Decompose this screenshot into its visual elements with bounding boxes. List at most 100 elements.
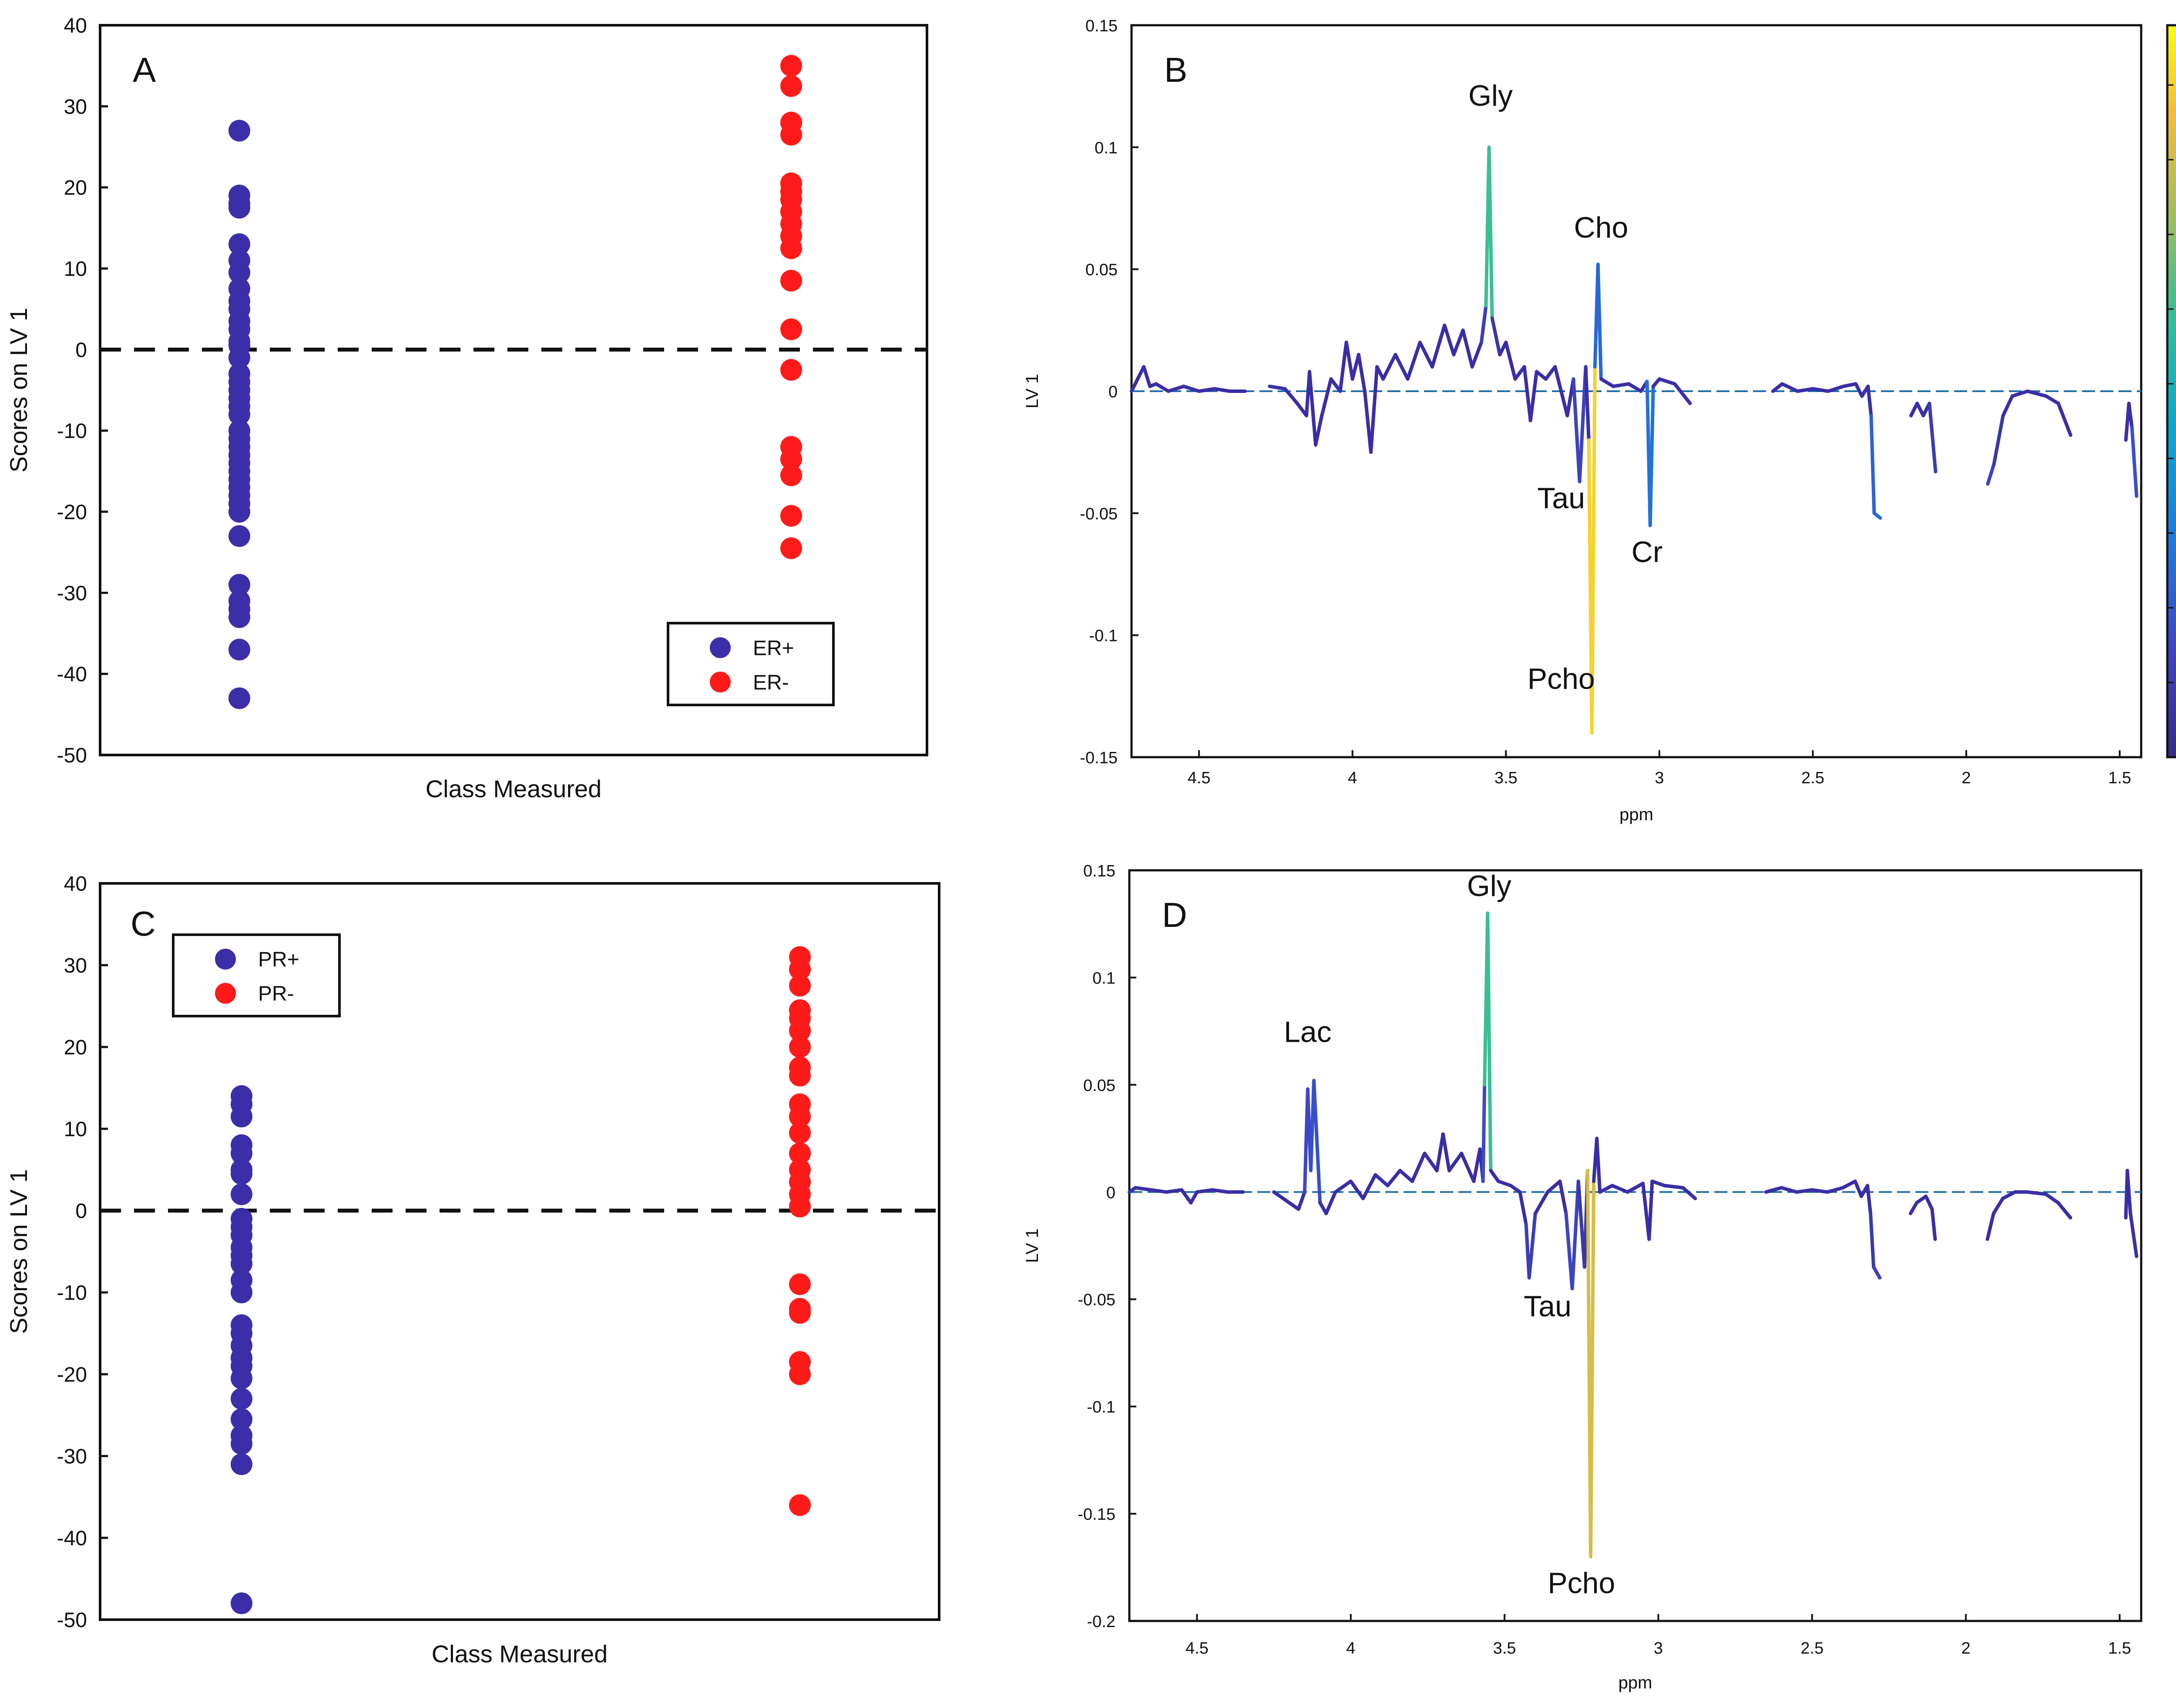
y-tick-label: 0.1 bbox=[1092, 969, 1115, 987]
y-tick-label: 40 bbox=[64, 14, 87, 37]
peak-label: Tau bbox=[1524, 1290, 1572, 1323]
spectrum-segment bbox=[1810, 1188, 1830, 1194]
data-point bbox=[789, 1363, 811, 1385]
peak-label: Tau bbox=[1537, 482, 1585, 515]
data-point bbox=[780, 55, 802, 77]
spectrum-segment bbox=[1908, 1201, 1919, 1215]
x-tick-label: 3.5 bbox=[1493, 1639, 1516, 1658]
spectrum-segment bbox=[1627, 382, 1643, 393]
panel-letter: B bbox=[1164, 50, 1187, 89]
peak-label: Cr bbox=[1632, 535, 1663, 568]
data-point bbox=[228, 606, 250, 628]
spectrum-segment bbox=[1662, 1184, 1685, 1190]
x-tick-label: 2.5 bbox=[1800, 1639, 1823, 1658]
spectrum-segment bbox=[1344, 340, 1354, 381]
x-tick-label: 3 bbox=[1654, 1639, 1663, 1658]
spectrum-segment bbox=[1134, 1186, 1153, 1192]
peak-label: Pcho bbox=[1548, 1567, 1615, 1600]
y-tick-label: -20 bbox=[57, 1363, 87, 1386]
data-point bbox=[228, 403, 250, 426]
data-point bbox=[789, 1064, 811, 1087]
spectrum-segment bbox=[1986, 463, 1996, 486]
spectrum-segment bbox=[1872, 1265, 1882, 1280]
data-point bbox=[231, 1367, 252, 1389]
spectrum-segment bbox=[1369, 365, 1379, 454]
data-point bbox=[231, 1253, 252, 1275]
y-axis-label: LV 1 bbox=[1023, 1228, 1042, 1263]
data-point bbox=[228, 120, 250, 142]
y-tick-label: 0 bbox=[1106, 1184, 1115, 1202]
data-point bbox=[780, 464, 802, 487]
spectrum-segment bbox=[1406, 340, 1422, 381]
spectrum-segment bbox=[1811, 387, 1830, 393]
panel-c-scatter: 40 30 20 10 0 -10 -20 -30 -40 -50 C Class Measured S… bbox=[5, 872, 940, 1668]
data-point bbox=[228, 525, 250, 547]
data-point bbox=[780, 505, 802, 527]
data-point bbox=[228, 687, 250, 709]
data-point bbox=[789, 1142, 811, 1164]
y-tick-label: 10 bbox=[64, 258, 87, 281]
y-tick-label: -0.05 bbox=[1080, 505, 1118, 523]
spectrum-segment bbox=[1268, 384, 1287, 391]
spectrum-segment bbox=[1647, 1179, 1654, 1241]
spectrum-segment bbox=[1197, 387, 1216, 393]
panel-a-scatter: 40 30 20 10 0 -10 -20 -30 -40 -50 A Class Measured S… bbox=[5, 14, 928, 802]
spectrum-segment bbox=[1329, 377, 1342, 393]
spectrum-segment bbox=[1930, 1207, 1937, 1241]
spectrum-segment bbox=[1535, 370, 1548, 381]
spectrum-segment bbox=[1518, 1190, 1528, 1226]
data-point bbox=[789, 1036, 811, 1058]
legend-marker bbox=[710, 671, 731, 693]
data-point bbox=[789, 958, 811, 980]
spectrum-segment bbox=[1461, 328, 1474, 369]
spectrum-segment bbox=[1599, 377, 1615, 388]
y-tick-label: 30 bbox=[64, 95, 87, 118]
spectrum-segment bbox=[1180, 1188, 1193, 1205]
spectrum-segment bbox=[1826, 384, 1845, 393]
spectrum-segment bbox=[2056, 402, 2072, 437]
spectrum-segment bbox=[1381, 352, 1397, 381]
x-tick-label: 1.5 bbox=[2108, 1639, 2131, 1658]
data-point bbox=[228, 197, 250, 219]
peak-label: Gly bbox=[1468, 79, 1513, 112]
data-point bbox=[228, 233, 250, 255]
spectrum-segment bbox=[1296, 1190, 1306, 1211]
x-tick-label: 4 bbox=[1348, 769, 1357, 787]
spectrum-segment bbox=[1130, 377, 1140, 393]
spectrum-segment bbox=[1610, 1184, 1629, 1194]
spectrum-segment bbox=[1826, 1186, 1845, 1194]
spectrum-segment bbox=[1375, 365, 1385, 381]
peak-label: Gly bbox=[1467, 869, 1511, 903]
spectrum-segment bbox=[1841, 382, 1858, 388]
x-tick-label: 2 bbox=[1961, 769, 1971, 787]
spectrum-segment bbox=[2127, 402, 2134, 430]
data-point bbox=[231, 1592, 252, 1614]
panel-letter: A bbox=[133, 50, 156, 89]
y-tick-label: -10 bbox=[57, 1282, 87, 1305]
spectrum-segment bbox=[1544, 365, 1557, 381]
data-point bbox=[228, 638, 250, 661]
legend-marker bbox=[215, 983, 236, 1004]
spectrum-segment bbox=[1490, 316, 1502, 356]
spectrum-segment bbox=[1648, 384, 1655, 527]
y-tick-label: -0.05 bbox=[1078, 1291, 1115, 1309]
x-tick-label: 4 bbox=[1346, 1639, 1355, 1658]
plot-frame bbox=[99, 882, 940, 1621]
peak-label: Cho bbox=[1574, 211, 1629, 244]
spectrum-segment bbox=[1164, 1188, 1184, 1194]
spectrum-segment bbox=[1681, 1186, 1697, 1201]
spectrum-segment bbox=[1872, 511, 1882, 520]
y-tick-label: -10 bbox=[57, 420, 87, 443]
data-point bbox=[780, 237, 802, 259]
data-point bbox=[231, 1105, 252, 1127]
y-axis-label: Scores on LV 1 bbox=[5, 1169, 32, 1334]
spectrum-segment bbox=[1795, 1188, 1814, 1194]
data-point bbox=[789, 1494, 811, 1516]
y-tick-label: 0 bbox=[1108, 383, 1118, 401]
data-point bbox=[231, 1388, 252, 1410]
plot-frame bbox=[1128, 869, 2142, 1622]
x-tick-label: 4.5 bbox=[1185, 1639, 1209, 1658]
spectrum-segment bbox=[1349, 1179, 1365, 1201]
spectrum-segment bbox=[1333, 1179, 1353, 1194]
x-tick-label: 3 bbox=[1655, 769, 1664, 787]
